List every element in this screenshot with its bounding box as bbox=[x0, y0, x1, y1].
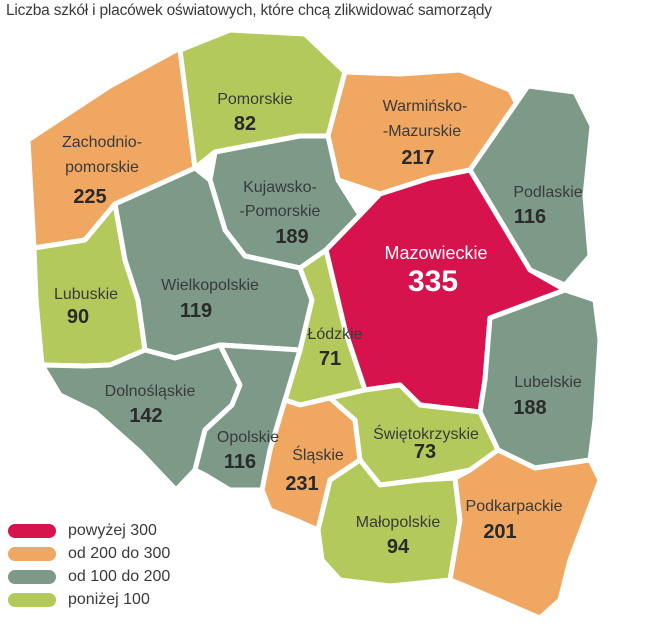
svg-text:335: 335 bbox=[408, 265, 458, 298]
label-podkarpackie: Podkarpackie 201 bbox=[466, 498, 563, 543]
svg-text:Opolskie: Opolskie bbox=[217, 429, 279, 446]
region-podkarpackie[interactable] bbox=[447, 447, 603, 621]
svg-text:Mazowieckie: Mazowieckie bbox=[384, 243, 487, 263]
svg-text:-Mazurskie: -Mazurskie bbox=[383, 123, 461, 140]
svg-text:225: 225 bbox=[73, 186, 106, 208]
legend-swatch bbox=[8, 546, 56, 561]
svg-text:94: 94 bbox=[387, 536, 410, 558]
label-wielkopolskie: Wielkopolskie 119 bbox=[161, 277, 259, 322]
legend-item-light-green: poniżej 100 bbox=[8, 588, 170, 611]
label-dolnoslaskie: Dolnośląskie 142 bbox=[105, 383, 196, 427]
label-mazowieckie: Mazowieckie 335 bbox=[384, 243, 487, 298]
label-malopolskie: Małopolskie 94 bbox=[356, 514, 441, 558]
svg-text:201: 201 bbox=[483, 521, 516, 543]
label-lubuskie: Lubuskie 90 bbox=[54, 286, 118, 328]
svg-text:142: 142 bbox=[129, 405, 162, 427]
label-podlaskie: Podlaskie 116 bbox=[513, 184, 582, 228]
label-swietokrzyskie: Świętokrzyskie 73 bbox=[373, 424, 479, 463]
svg-text:231: 231 bbox=[285, 473, 318, 495]
svg-text:Małopolskie: Małopolskie bbox=[356, 514, 441, 531]
label-warminsko-mazurskie: Warmińsko- -Mazurskie 217 bbox=[383, 98, 468, 169]
legend-label: od 100 do 200 bbox=[68, 567, 171, 585]
svg-text:Pomorskie: Pomorskie bbox=[217, 91, 293, 108]
legend-item-red: powyżej 300 bbox=[8, 519, 170, 542]
svg-text:pomorskie: pomorskie bbox=[65, 159, 139, 176]
svg-text:73: 73 bbox=[414, 441, 436, 463]
label-pomorskie: Pomorskie 82 bbox=[217, 91, 293, 135]
legend-label: poniżej 100 bbox=[68, 590, 150, 608]
legend-label: powyżej 300 bbox=[68, 521, 157, 539]
legend-item-orange: od 200 do 300 bbox=[8, 542, 170, 565]
svg-text:119: 119 bbox=[180, 300, 212, 322]
svg-text:90: 90 bbox=[67, 306, 89, 328]
svg-text:-Pomorskie: -Pomorskie bbox=[240, 203, 321, 220]
legend: powyżej 300 od 200 do 300 od 100 do 200 … bbox=[8, 519, 170, 611]
svg-text:Podkarpackie: Podkarpackie bbox=[466, 498, 563, 515]
label-lodzkie: Łódzkie 71 bbox=[307, 326, 362, 370]
label-opolskie: Opolskie 116 bbox=[217, 429, 279, 473]
svg-text:Podlaskie: Podlaskie bbox=[513, 184, 582, 201]
label-zachodniopomorskie: Zachodnio- pomorskie 225 bbox=[62, 134, 142, 208]
svg-text:Dolnośląskie: Dolnośląskie bbox=[105, 383, 196, 400]
svg-text:Wielkopolskie: Wielkopolskie bbox=[161, 277, 259, 294]
svg-text:188: 188 bbox=[513, 397, 546, 419]
label-kujawsko-pomorskie: Kujawsko- -Pomorskie 189 bbox=[240, 179, 321, 248]
svg-text:Zachodnio-: Zachodnio- bbox=[62, 134, 142, 151]
svg-text:Warmińsko-: Warmińsko- bbox=[383, 98, 468, 115]
legend-item-green-gray: od 100 do 200 bbox=[8, 565, 170, 588]
svg-text:217: 217 bbox=[401, 147, 434, 169]
svg-text:Świętokrzyskie: Świętokrzyskie bbox=[373, 424, 479, 443]
svg-text:Lubelskie: Lubelskie bbox=[514, 374, 582, 391]
label-lubelskie: Lubelskie 188 bbox=[513, 374, 582, 419]
svg-text:Lubuskie: Lubuskie bbox=[54, 286, 118, 303]
label-slaskie: Śląskie 231 bbox=[285, 445, 344, 495]
svg-text:116: 116 bbox=[514, 206, 546, 228]
svg-text:71: 71 bbox=[319, 348, 341, 370]
svg-text:116: 116 bbox=[224, 451, 256, 473]
legend-swatch bbox=[8, 523, 56, 538]
svg-text:Śląskie: Śląskie bbox=[292, 445, 344, 464]
legend-swatch bbox=[8, 569, 56, 584]
svg-text:189: 189 bbox=[275, 226, 308, 248]
map-title: Liczba szkół i placówek oświatowych, któ… bbox=[6, 2, 492, 19]
svg-text:Łódzkie: Łódzkie bbox=[307, 326, 362, 343]
svg-text:82: 82 bbox=[234, 113, 256, 135]
svg-text:Kujawsko-: Kujawsko- bbox=[243, 179, 317, 196]
legend-label: od 200 do 300 bbox=[68, 544, 171, 562]
legend-swatch bbox=[8, 592, 56, 607]
